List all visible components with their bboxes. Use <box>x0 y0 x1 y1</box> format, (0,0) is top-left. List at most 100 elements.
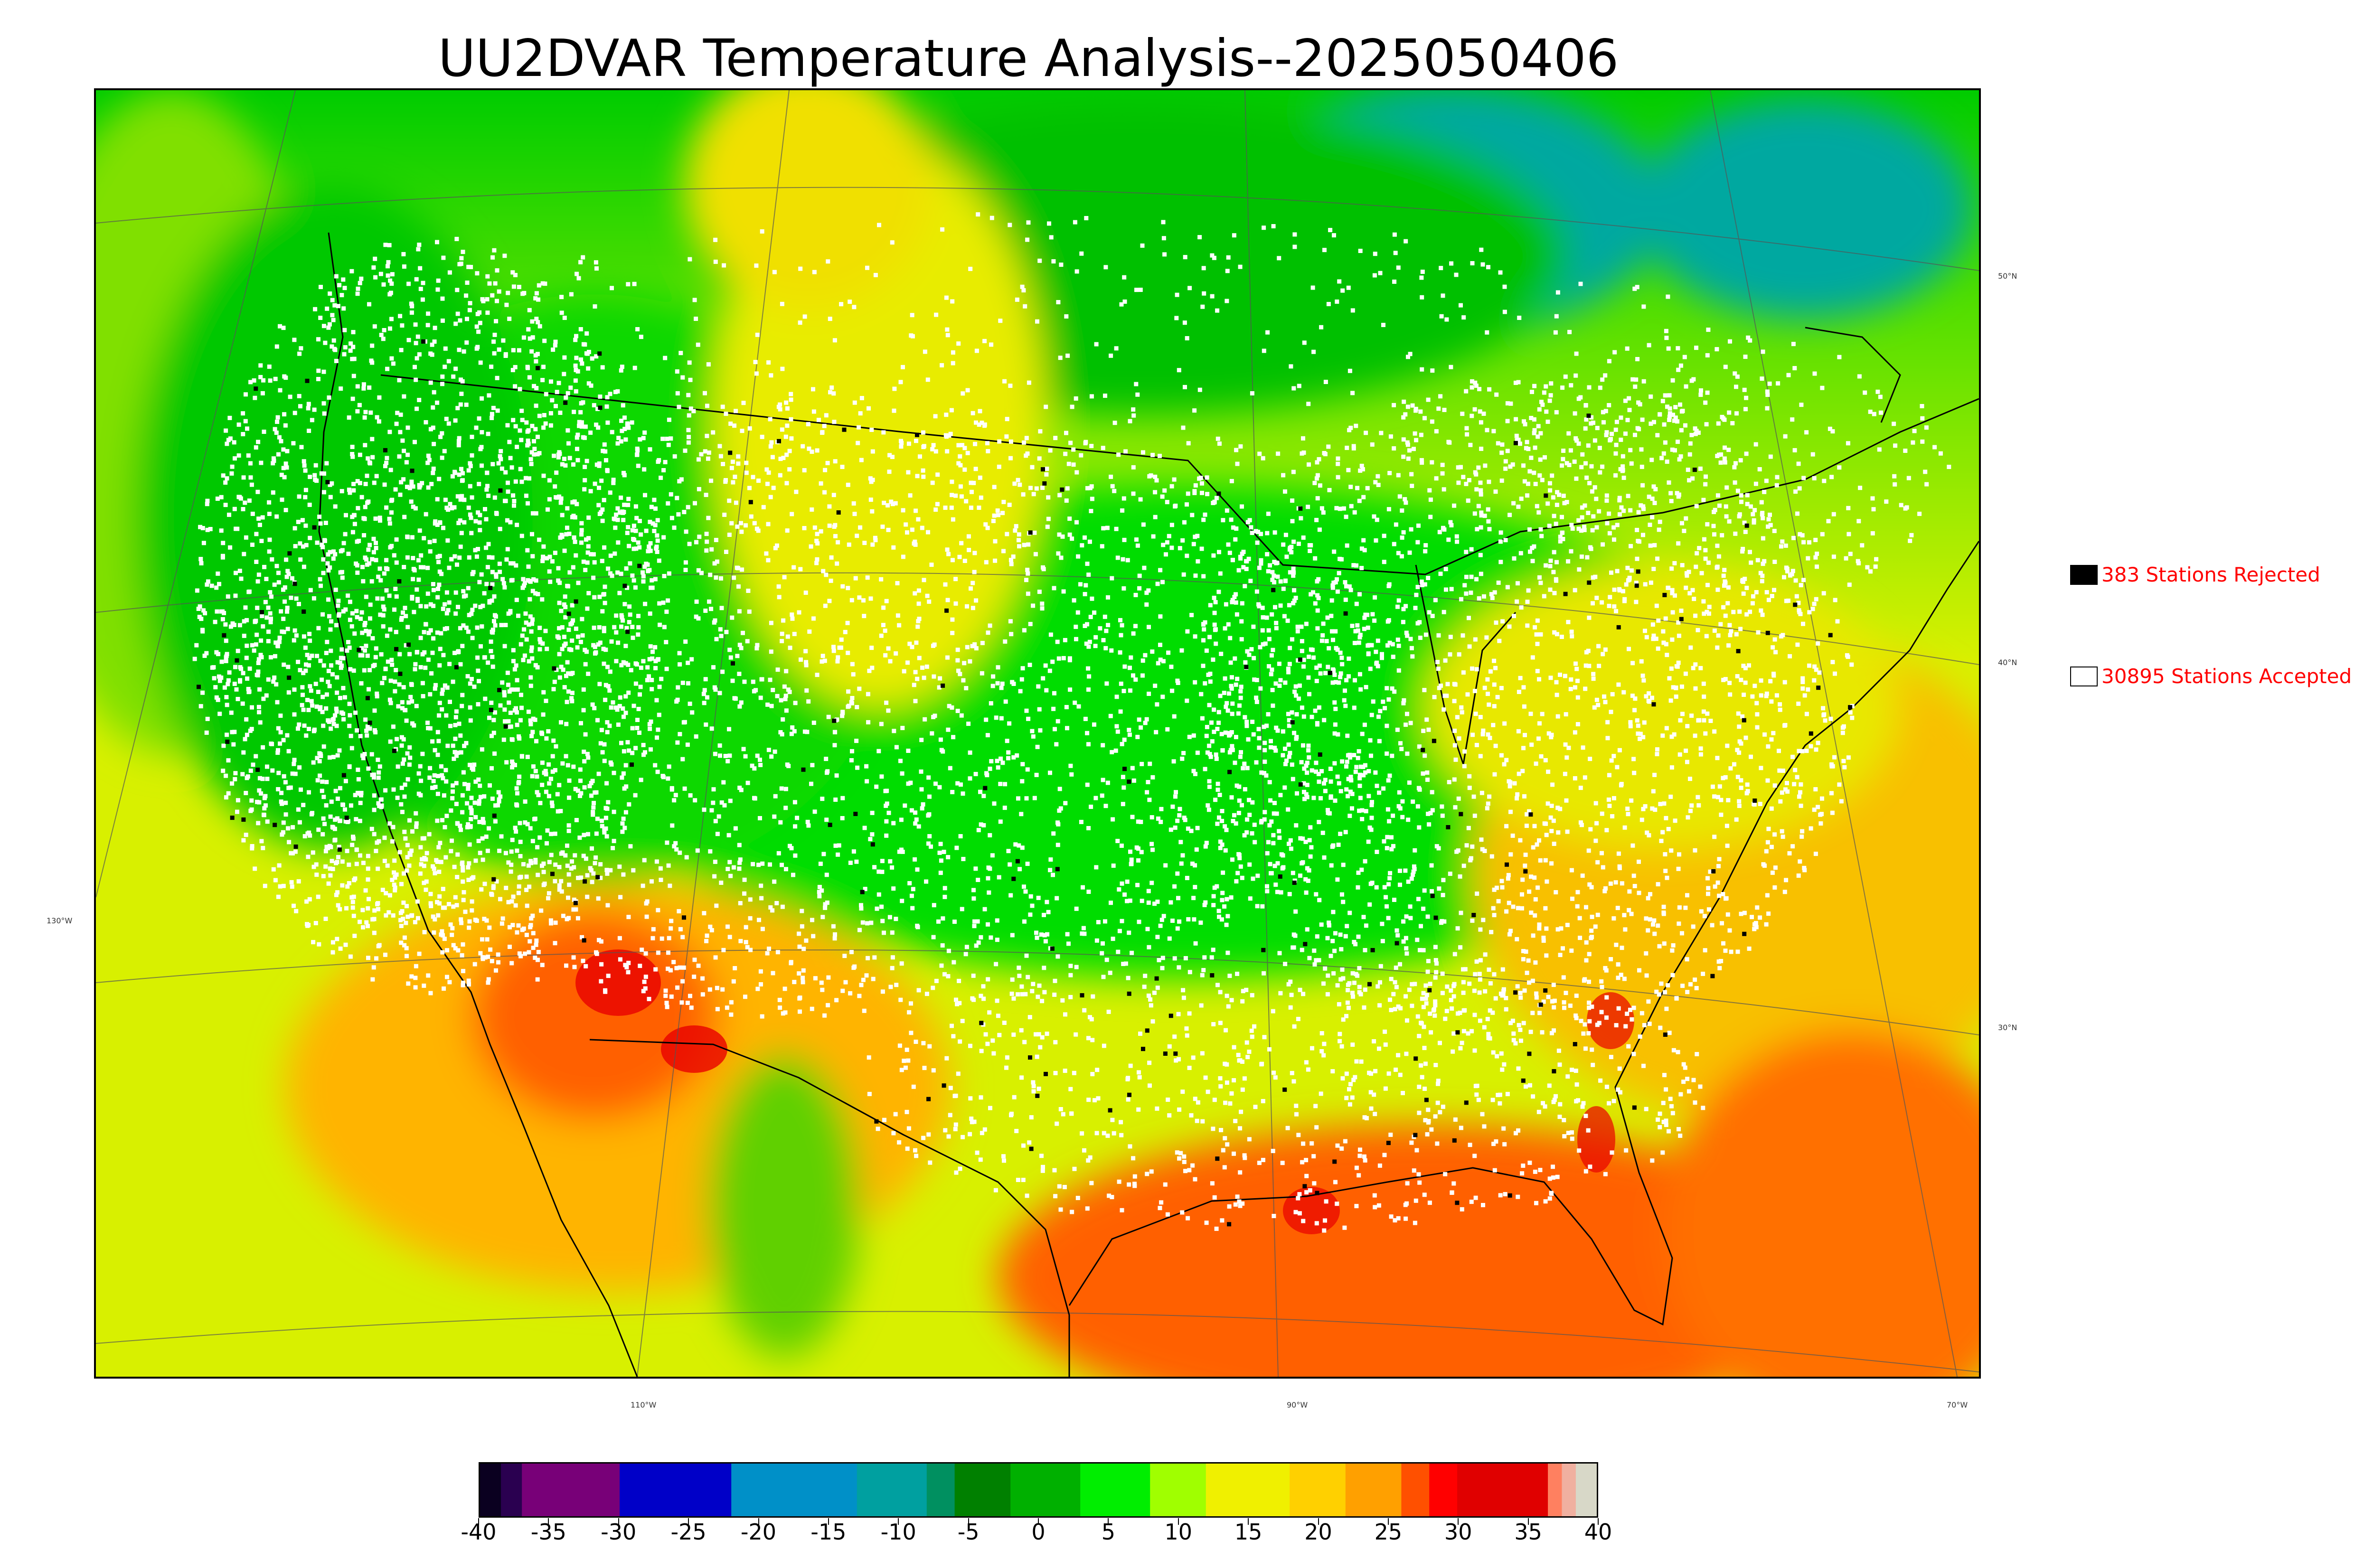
accepted-station-marker <box>1616 682 1621 687</box>
accepted-station-marker <box>732 696 737 701</box>
accepted-station-marker <box>1545 419 1550 424</box>
accepted-station-marker <box>504 557 509 562</box>
accepted-station-marker <box>727 498 732 503</box>
accepted-station-marker <box>1159 819 1163 824</box>
accepted-station-marker <box>1570 634 1574 638</box>
accepted-station-marker <box>1521 949 1526 953</box>
accepted-station-marker <box>1344 515 1348 519</box>
accepted-station-marker <box>1014 524 1018 528</box>
accepted-station-marker <box>733 826 738 831</box>
accepted-station-marker <box>817 890 821 894</box>
accepted-station-marker <box>1504 824 1509 828</box>
accepted-station-marker <box>648 726 652 731</box>
accepted-station-marker <box>1416 786 1421 790</box>
accepted-station-marker <box>765 702 770 707</box>
accepted-station-marker <box>765 481 770 486</box>
accepted-station-marker <box>1245 766 1250 770</box>
accepted-station-marker <box>886 810 891 815</box>
accepted-station-marker <box>868 837 873 842</box>
accepted-station-marker <box>663 460 668 464</box>
accepted-station-marker <box>502 585 507 590</box>
accepted-station-marker <box>387 821 392 826</box>
accepted-station-marker <box>1534 995 1539 1000</box>
accepted-station-marker <box>1248 896 1253 901</box>
accepted-station-marker <box>526 501 530 506</box>
accepted-station-marker <box>870 509 875 514</box>
accepted-station-marker <box>758 816 762 820</box>
accepted-station-marker <box>1726 643 1731 648</box>
accepted-station-marker <box>578 327 583 331</box>
accepted-station-marker <box>1020 666 1025 671</box>
accepted-station-marker <box>424 420 428 424</box>
accepted-station-marker <box>1722 568 1727 573</box>
accepted-station-marker <box>1345 924 1349 929</box>
accepted-station-marker <box>1305 761 1309 765</box>
accepted-station-marker <box>1542 594 1546 599</box>
accepted-station-marker <box>518 839 523 844</box>
accepted-station-marker <box>1277 829 1281 834</box>
accepted-station-marker <box>1837 782 1842 787</box>
accepted-station-marker <box>1373 595 1377 600</box>
accepted-station-marker <box>398 918 403 922</box>
accepted-station-marker <box>1676 494 1681 499</box>
accepted-station-marker <box>1111 817 1115 822</box>
accepted-station-marker <box>957 978 961 983</box>
accepted-station-marker <box>1305 782 1309 787</box>
accepted-station-marker <box>440 929 444 934</box>
accepted-station-marker <box>1769 699 1774 704</box>
accepted-station-marker <box>229 710 234 715</box>
accepted-station-marker <box>1478 480 1483 485</box>
accepted-station-marker <box>705 695 709 700</box>
accepted-station-marker <box>331 318 336 322</box>
accepted-station-marker <box>1537 575 1542 580</box>
accepted-station-marker <box>603 989 608 994</box>
accepted-station-marker <box>647 568 652 573</box>
accepted-station-marker <box>617 936 622 940</box>
accepted-station-marker <box>1687 478 1692 483</box>
accepted-station-marker <box>428 766 433 770</box>
accepted-station-marker <box>1002 806 1007 810</box>
accepted-station-marker <box>468 718 473 723</box>
longitude-line-110 <box>637 90 790 1377</box>
accepted-station-marker <box>1602 889 1607 893</box>
accepted-station-marker <box>1638 402 1642 407</box>
accepted-station-marker <box>469 811 474 816</box>
accepted-station-marker <box>804 660 809 665</box>
accepted-station-marker <box>372 793 377 798</box>
accepted-station-marker <box>1268 798 1272 803</box>
accepted-station-marker <box>1337 571 1341 575</box>
accepted-station-marker <box>703 677 708 682</box>
accepted-station-marker <box>536 592 540 596</box>
accepted-station-marker <box>1305 795 1309 799</box>
accepted-station-marker <box>299 445 304 450</box>
accepted-station-marker <box>536 958 540 962</box>
accepted-station-marker <box>1340 759 1345 764</box>
accepted-station-marker <box>230 781 235 786</box>
accepted-station-marker <box>1175 926 1180 931</box>
accepted-station-marker <box>1088 615 1093 620</box>
accepted-station-marker <box>1780 769 1785 773</box>
accepted-station-marker <box>1346 468 1351 472</box>
accepted-station-marker <box>1654 989 1659 994</box>
accepted-station-marker <box>560 761 565 766</box>
accepted-station-marker <box>1526 588 1531 593</box>
accepted-station-marker <box>1650 515 1655 519</box>
accepted-station-marker <box>1122 664 1127 669</box>
accepted-station-marker <box>1683 671 1688 676</box>
accepted-station-marker <box>1471 794 1476 799</box>
accepted-station-marker <box>1735 674 1740 678</box>
accepted-station-marker <box>824 873 829 877</box>
accepted-station-marker <box>1796 873 1801 878</box>
accepted-station-marker <box>1329 863 1334 868</box>
accepted-station-marker <box>909 1001 913 1006</box>
accepted-station-marker <box>500 680 505 685</box>
accepted-station-marker <box>1145 927 1150 931</box>
accepted-station-marker <box>342 286 347 291</box>
accepted-station-marker <box>667 936 671 940</box>
accepted-station-marker <box>1664 642 1668 647</box>
accepted-station-marker <box>1588 757 1592 761</box>
accepted-station-marker <box>678 850 682 855</box>
accepted-station-marker <box>1422 1024 1426 1029</box>
accepted-station-marker <box>1754 925 1759 930</box>
accepted-station-marker <box>414 811 418 816</box>
